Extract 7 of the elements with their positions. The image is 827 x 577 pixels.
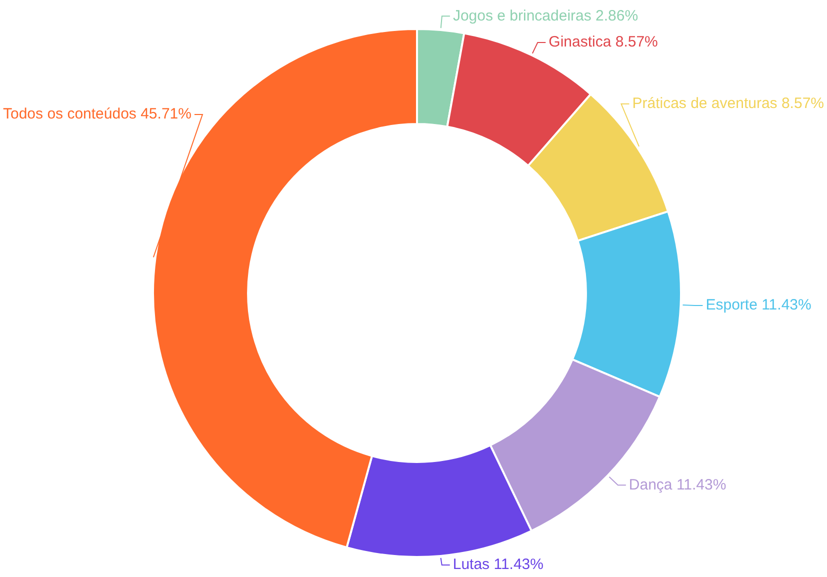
slice-label: Jogos e brincadeiras 2.86% [452,7,638,24]
slice-label: Práticas de aventuras 8.57% [632,95,824,112]
slice-label: Esporte 11.43% [706,296,812,314]
slice-label: Dança 11.43% [628,476,726,494]
slice-label: Ginastica 8.57% [548,34,658,51]
slice-label: Lutas 11.43% [452,556,544,574]
slice-label: Todos os conteúdos 45.71% [3,106,192,123]
